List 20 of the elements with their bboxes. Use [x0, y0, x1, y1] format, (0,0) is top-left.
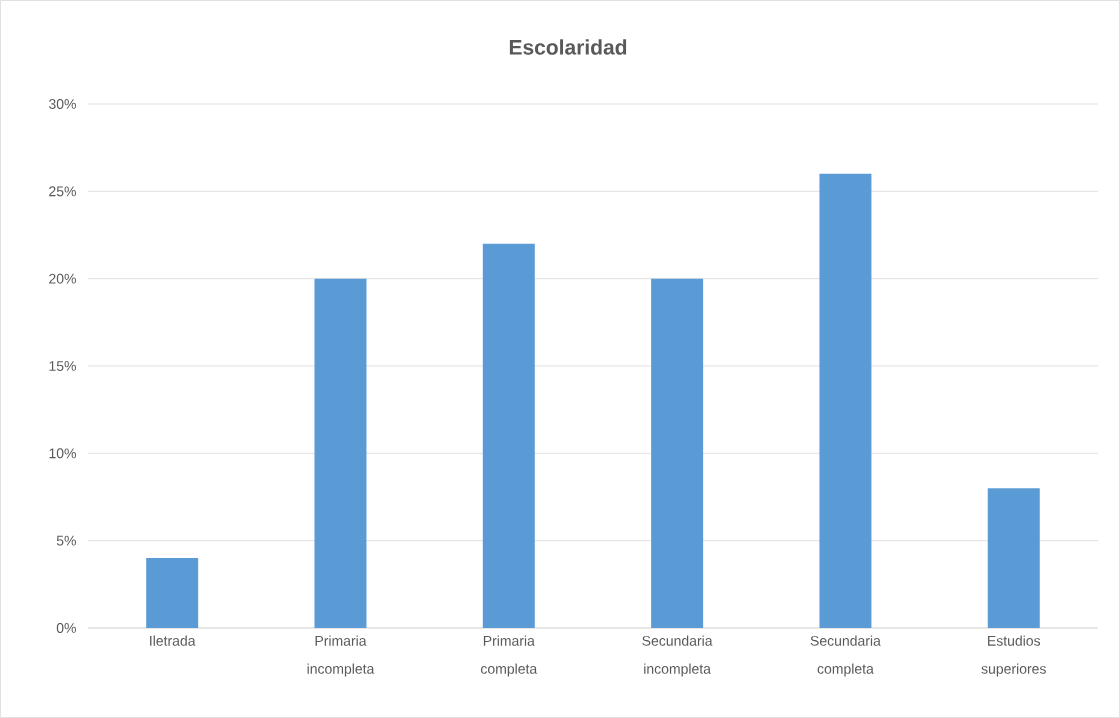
y-tick-label: 20%: [49, 273, 76, 284]
category-label: Primaria incompleta: [307, 635, 375, 677]
category-label: Secundaria completa: [810, 635, 881, 677]
category-label: Secundaria incompleta: [642, 635, 713, 677]
chart-title: Escolaridad: [509, 39, 627, 55]
category-label: Estudios superiores: [981, 635, 1046, 677]
bar: [651, 278, 704, 628]
bar: [819, 173, 872, 628]
bar: [146, 558, 199, 628]
bar: [482, 243, 535, 628]
bar: [987, 488, 1040, 628]
y-tick-label: 10%: [49, 448, 76, 459]
y-tick-label: 0%: [56, 623, 76, 633]
y-tick-label: 30%: [48, 99, 76, 109]
category-label: Primaria completa: [481, 635, 538, 677]
y-tick-label: 15%: [49, 361, 76, 371]
y-tick-label: 25%: [49, 186, 76, 197]
bar: [314, 278, 367, 628]
x-tick-label: Iletrada: [150, 635, 196, 646]
y-tick-label: 5%: [56, 535, 76, 546]
